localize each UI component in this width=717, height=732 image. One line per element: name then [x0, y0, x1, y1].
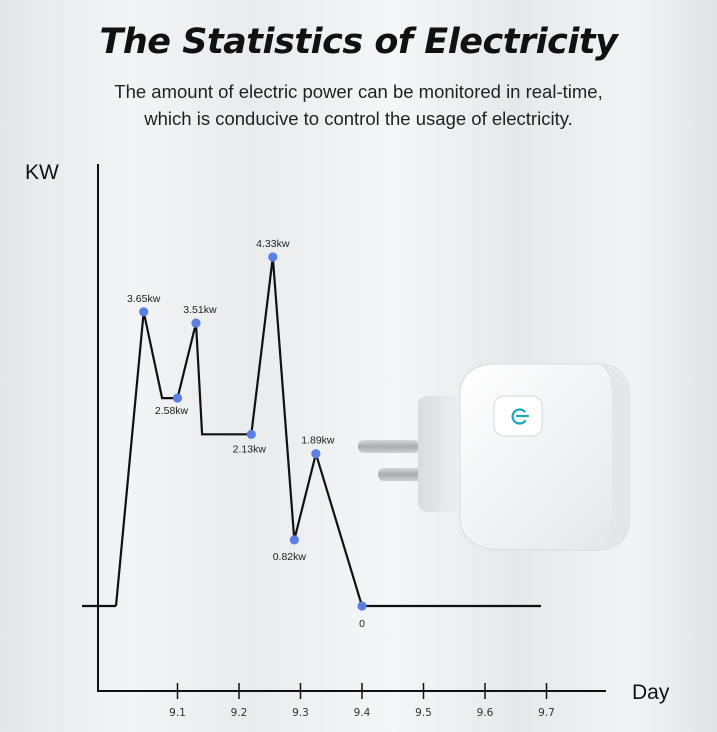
y-axis-title: KW	[25, 161, 59, 184]
data-label: 1.89kw	[301, 435, 335, 447]
data-point	[357, 601, 367, 611]
subtitle-line-2: which is conducive to control the usage …	[144, 108, 573, 129]
power-icon	[511, 408, 530, 425]
data-label: 0.82kw	[273, 551, 307, 563]
subtitle-line-1: The amount of electric power can be moni…	[114, 81, 603, 102]
page-title: The Statistics of Electricity	[99, 22, 618, 62]
smart-plug-image	[358, 363, 631, 551]
plug-pin-top	[358, 440, 420, 453]
x-tick-label: 9.1	[169, 707, 186, 719]
data-point	[172, 393, 183, 403]
x-tick-label: 9.7	[538, 707, 555, 719]
x-tick-label: 9.2	[231, 707, 248, 719]
x-axis-title: Day	[632, 681, 670, 704]
page-subtitle: The amount of electric power can be moni…	[0, 78, 717, 132]
data-label: 3.65kw	[127, 293, 161, 305]
plug-body-edge	[600, 364, 630, 550]
data-label: 3.51kw	[183, 304, 217, 316]
x-tick-label: 9.6	[477, 707, 494, 719]
plug-body	[459, 363, 631, 551]
data-label: 0	[359, 618, 365, 630]
data-point	[268, 252, 278, 262]
series-line	[114, 256, 541, 608]
data-point	[311, 449, 321, 459]
data-point	[289, 535, 299, 545]
data-point	[246, 429, 256, 439]
x-tick-label: 9.4	[354, 707, 371, 719]
data-label: 2.13kw	[233, 443, 267, 455]
data-label: 4.33kw	[256, 238, 290, 250]
x-tick-label: 9.3	[292, 707, 309, 719]
data-label: 2.58kw	[155, 405, 189, 417]
data-point	[139, 307, 149, 317]
x-tick-label: 9.5	[415, 707, 432, 719]
data-point	[191, 318, 201, 328]
plug-pin-bottom	[378, 468, 424, 481]
plug-base	[418, 396, 470, 512]
